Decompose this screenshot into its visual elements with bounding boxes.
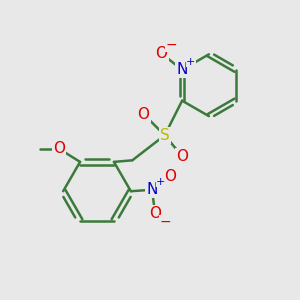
Text: −: − <box>165 38 177 52</box>
Text: O: O <box>155 46 167 61</box>
Text: S: S <box>160 128 169 143</box>
Text: O: O <box>53 141 65 156</box>
Text: +: + <box>186 56 196 67</box>
Text: −: − <box>160 214 171 229</box>
Text: N: N <box>146 182 158 197</box>
Text: O: O <box>176 149 188 164</box>
Text: O: O <box>164 169 176 184</box>
Text: +: + <box>156 177 166 187</box>
Text: N: N <box>176 62 188 77</box>
Text: O: O <box>137 106 149 122</box>
Text: O: O <box>149 206 161 221</box>
